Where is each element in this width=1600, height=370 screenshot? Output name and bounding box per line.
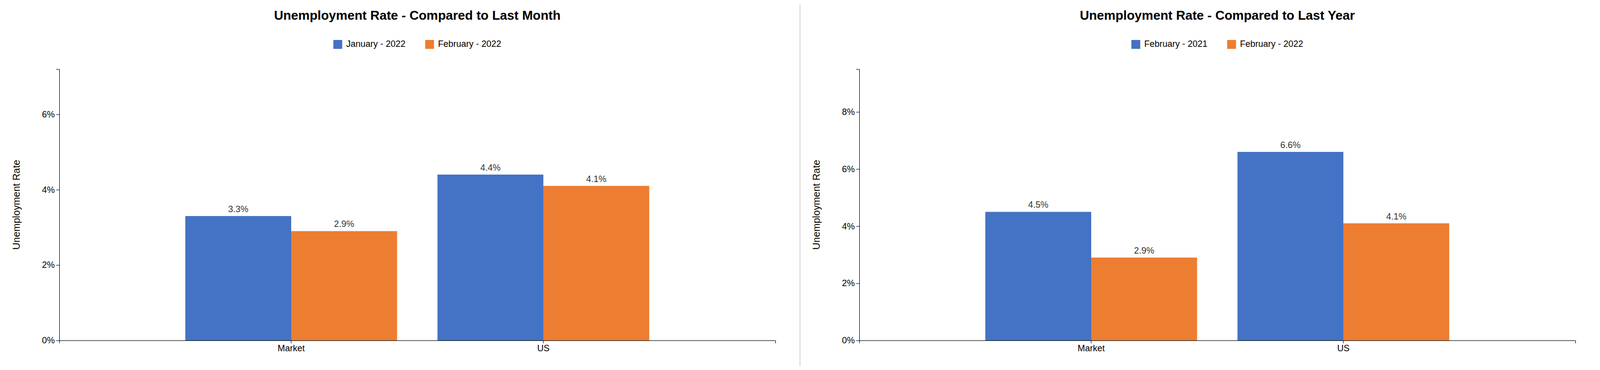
y-tick-mark (856, 226, 860, 227)
y-tick: 2% (841, 278, 860, 289)
y-axis-line (856, 69, 860, 342)
y-axis: 0% 2% 4% 6% 8% (841, 69, 860, 346)
legend-swatch (1131, 39, 1141, 49)
y-tick-mark (856, 283, 860, 284)
data-label: 2.9% (1134, 245, 1155, 256)
y-tick: 6% (841, 164, 860, 175)
legend: January - 2022 February - 2022 (333, 38, 501, 49)
bar (1343, 223, 1450, 341)
divider (799, 3, 801, 367)
x-axis: Market US (59, 340, 776, 354)
data-label: 2.9% (334, 219, 355, 229)
y-tick-mark (56, 114, 60, 115)
x-axis-line (859, 341, 1576, 344)
legend-item: January - 2022 (333, 38, 406, 49)
legend-label: February - 2022 (438, 38, 502, 49)
bar (185, 216, 292, 341)
title: Unemployment Rate - Compared to Last Yea… (1079, 7, 1355, 23)
y-tick: 4% (841, 221, 860, 232)
x-tick: US (536, 340, 550, 354)
data-label: 4.1% (1386, 211, 1407, 222)
y-tick-mark (856, 112, 860, 113)
legend-item: February - 2022 (1227, 38, 1304, 49)
title: Unemployment Rate - Compared to Last Mon… (273, 7, 561, 23)
y-axis-line (56, 69, 60, 342)
chart-svg: Unemployment Rate - Compared to Last Mon… (0, 0, 1600, 370)
y-tick-label: 8% (841, 107, 855, 117)
y-tick: 6% (41, 109, 60, 120)
y-tick-mark (856, 340, 860, 342)
data-labels: 3.3% 4.4% 2.9% 4.1% (228, 162, 607, 230)
x-tick-label: Market (1077, 343, 1105, 354)
y-tick-mark (56, 189, 60, 191)
data-label: 3.3% (228, 204, 249, 215)
bar (543, 186, 650, 341)
bar (437, 174, 544, 341)
panel: Unemployment Rate - Compared to Last Mon… (10, 7, 776, 354)
x-tick: US (1336, 340, 1350, 354)
data-label: 4.5% (1028, 199, 1049, 210)
y-tick-label: 2% (841, 278, 855, 289)
legend: February - 2021 February - 2022 (1131, 38, 1303, 49)
data-label: 4.1% (586, 174, 607, 185)
y-tick-mark (856, 169, 860, 170)
x-tick: Market (1077, 340, 1105, 354)
y-tick: 4% (41, 185, 60, 195)
bar (985, 211, 1092, 341)
y-tick-mark (56, 340, 60, 342)
y-tick-label: 2% (41, 260, 55, 270)
bar (291, 230, 398, 341)
y-tick-label: 4% (41, 185, 55, 195)
data-label: 6.6% (1280, 140, 1301, 151)
x-tick-label: US (536, 343, 550, 354)
legend-swatch (1227, 39, 1237, 49)
panel: Unemployment Rate - Compared to Last Yea… (810, 7, 1576, 354)
bar (1091, 257, 1198, 341)
legend-item: February - 2021 (1131, 38, 1208, 49)
y-tick-label: 0% (41, 335, 55, 346)
y-tick: 2% (41, 260, 60, 270)
legend-swatch (425, 39, 435, 49)
y-tick: 8% (841, 107, 860, 117)
legend-label: February - 2022 (1240, 38, 1304, 49)
legend-label: February - 2021 (1143, 38, 1208, 49)
y-axis-title: Unemployment Rate (810, 159, 822, 250)
y-tick-label: 6% (41, 109, 55, 120)
y-tick-label: 0% (841, 335, 855, 346)
bars (985, 152, 1449, 341)
x-tick-label: US (1336, 343, 1350, 354)
x-tick: Market (277, 340, 305, 354)
data-labels: 4.5% 6.6% 2.9% 4.1% (1028, 140, 1407, 256)
y-tick-label: 4% (841, 221, 855, 232)
legend-label: January - 2022 (345, 38, 406, 49)
data-label: 4.4% (480, 162, 501, 173)
x-axis-line (59, 341, 776, 344)
y-axis-title: Unemployment Rate (10, 159, 22, 250)
x-tick-label: Market (277, 343, 305, 354)
y-tick-mark (56, 265, 60, 266)
y-tick: 0% (41, 335, 60, 346)
bar (1237, 152, 1344, 341)
y-axis: 0% 2% 4% 6% (41, 69, 60, 346)
x-axis: Market US (859, 340, 1576, 354)
legend-swatch (333, 39, 343, 49)
y-tick: 0% (841, 335, 860, 346)
legend-item: February - 2022 (425, 38, 502, 49)
bars (185, 174, 649, 341)
y-tick-label: 6% (841, 164, 855, 175)
